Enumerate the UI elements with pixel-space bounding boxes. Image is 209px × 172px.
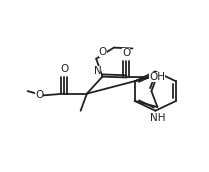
Text: O: O (35, 90, 43, 100)
Text: OH: OH (149, 72, 165, 82)
Text: O: O (60, 63, 68, 74)
Text: N: N (94, 66, 101, 76)
Text: NH: NH (150, 114, 165, 123)
Text: O: O (99, 47, 107, 57)
Text: O: O (122, 48, 130, 58)
